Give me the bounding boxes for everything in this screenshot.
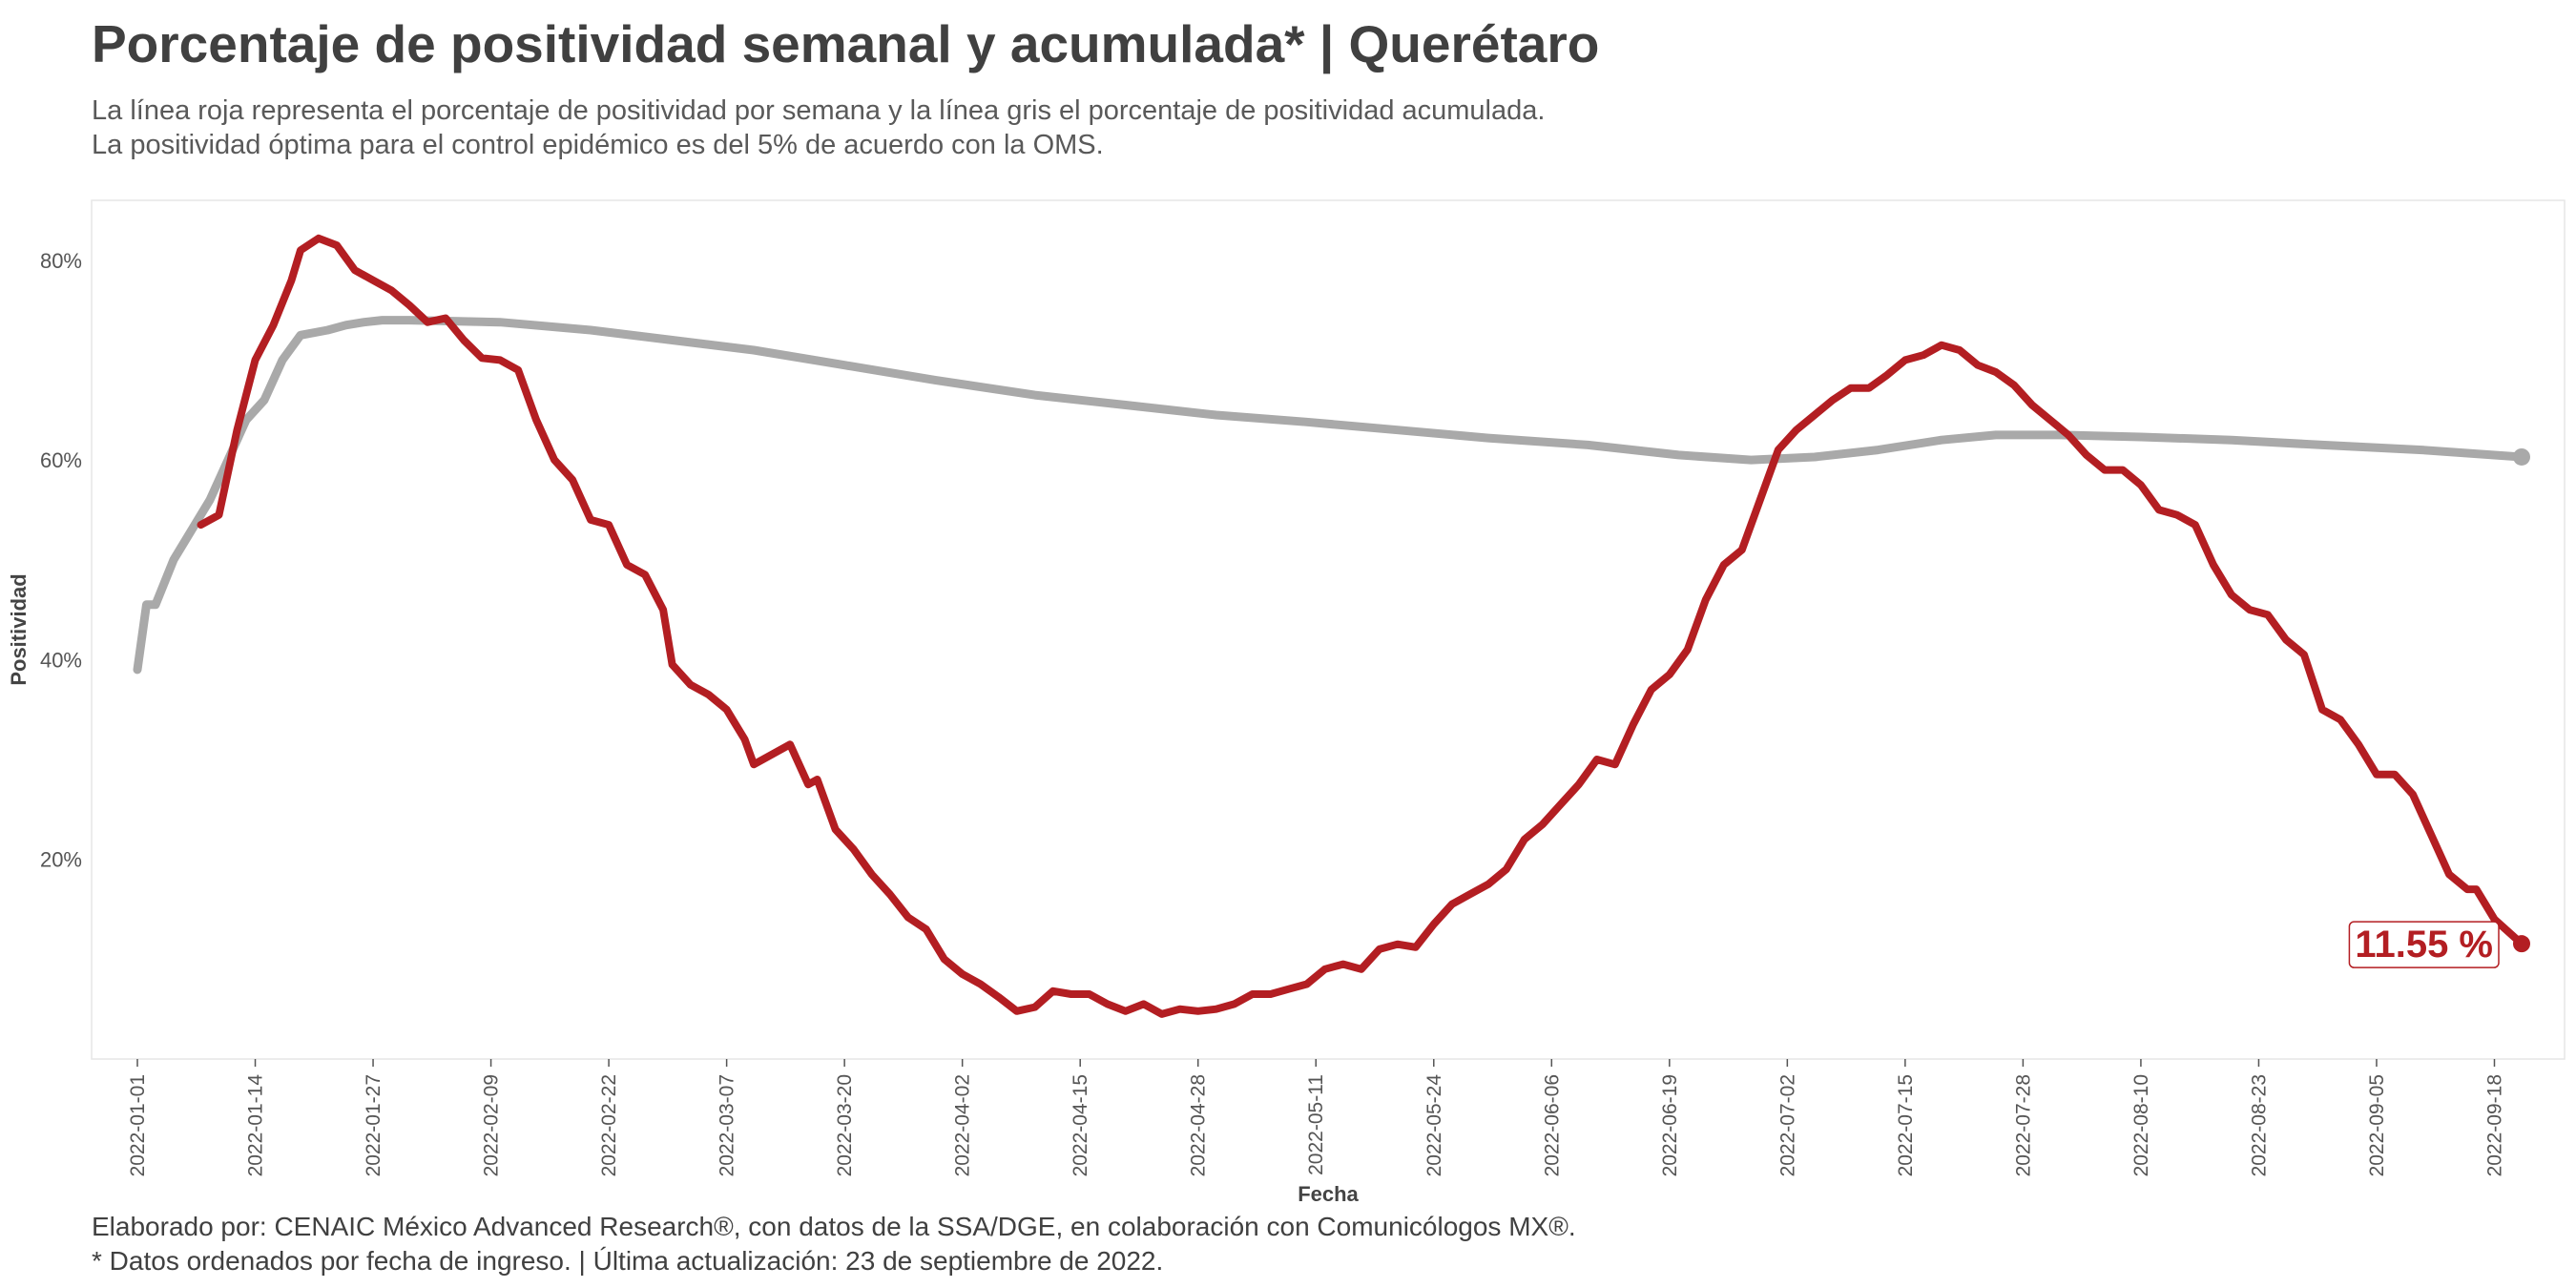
x-tick-label: 2022-01-27 (363, 1074, 384, 1176)
x-tick-label: 2022-08-23 (2248, 1074, 2270, 1176)
end-markers: 11.55 % (2348, 447, 2530, 968)
x-axis-title: Fecha (1298, 1182, 1359, 1206)
x-tick-label: 2022-05-24 (1423, 1074, 1445, 1177)
y-tick-label: 20% (40, 848, 82, 872)
y-tick-label: 60% (40, 448, 82, 472)
chart-title: Porcentaje de positividad semanal y acum… (92, 14, 1600, 73)
y-axis-ticks: 20% 40% 60% 80% (40, 249, 82, 872)
y-tick-label: 80% (40, 249, 82, 273)
x-tick-label: 2022-09-18 (2483, 1074, 2505, 1176)
x-tick-label: 2022-03-07 (717, 1074, 738, 1176)
y-tick-label: 40% (40, 648, 82, 672)
weekly-end-label-box (2348, 921, 2500, 968)
plot-panel (91, 199, 2566, 1060)
x-tick-label: 2022-09-05 (2366, 1074, 2388, 1176)
series-lines (133, 234, 2526, 1018)
x-tick-label: 2022-03-20 (834, 1074, 856, 1176)
x-tick-label: 2022-06-06 (1541, 1074, 1563, 1176)
x-tick-label: 2022-02-09 (481, 1074, 503, 1176)
x-tick-label: 2022-04-02 (952, 1074, 974, 1176)
x-axis-ticks: 2022-01-01 2022-01-14 2022-01-27 2022-02-09… (127, 1059, 2505, 1176)
x-tick-label: 2022-08-10 (2130, 1074, 2152, 1176)
caption-line-1: Elaborado por: CENAIC México Advanced Re… (92, 1212, 1576, 1241)
x-tick-label: 2022-01-14 (245, 1074, 267, 1177)
x-tick-label: 2022-07-28 (2012, 1074, 2034, 1176)
x-tick-label: 2022-02-22 (598, 1074, 620, 1176)
x-tick-label: 2022-07-15 (1895, 1074, 1917, 1176)
x-tick-label: 2022-05-11 (1305, 1074, 1327, 1175)
weekly-end-label: 11.55 % (2355, 924, 2493, 966)
x-tick-label: 2022-07-02 (1776, 1074, 1798, 1176)
weekly-positivity-line (197, 234, 2525, 1018)
x-tick-label: 2022-04-28 (1188, 1074, 1210, 1176)
y-axis-title: Positividad (7, 573, 31, 685)
subtitle-line-2: La positividad óptima para el control ep… (92, 130, 1104, 160)
chart-caption: Elaborado por: CENAIC México Advanced Re… (92, 1210, 1576, 1278)
x-tick-label: 2022-06-19 (1659, 1074, 1681, 1176)
chart-subtitle: La línea roja representa el porcentaje d… (92, 93, 1545, 162)
x-tick-label: 2022-01-01 (127, 1074, 149, 1176)
weekly-end-point (2513, 935, 2530, 953)
x-tick-label: 2022-04-15 (1070, 1074, 1091, 1176)
cumulative-end-point (2513, 447, 2530, 466)
subtitle-line-1: La línea roja representa el porcentaje d… (92, 95, 1546, 126)
caption-line-2: * Datos ordenados por fecha de ingreso. … (92, 1246, 1164, 1276)
